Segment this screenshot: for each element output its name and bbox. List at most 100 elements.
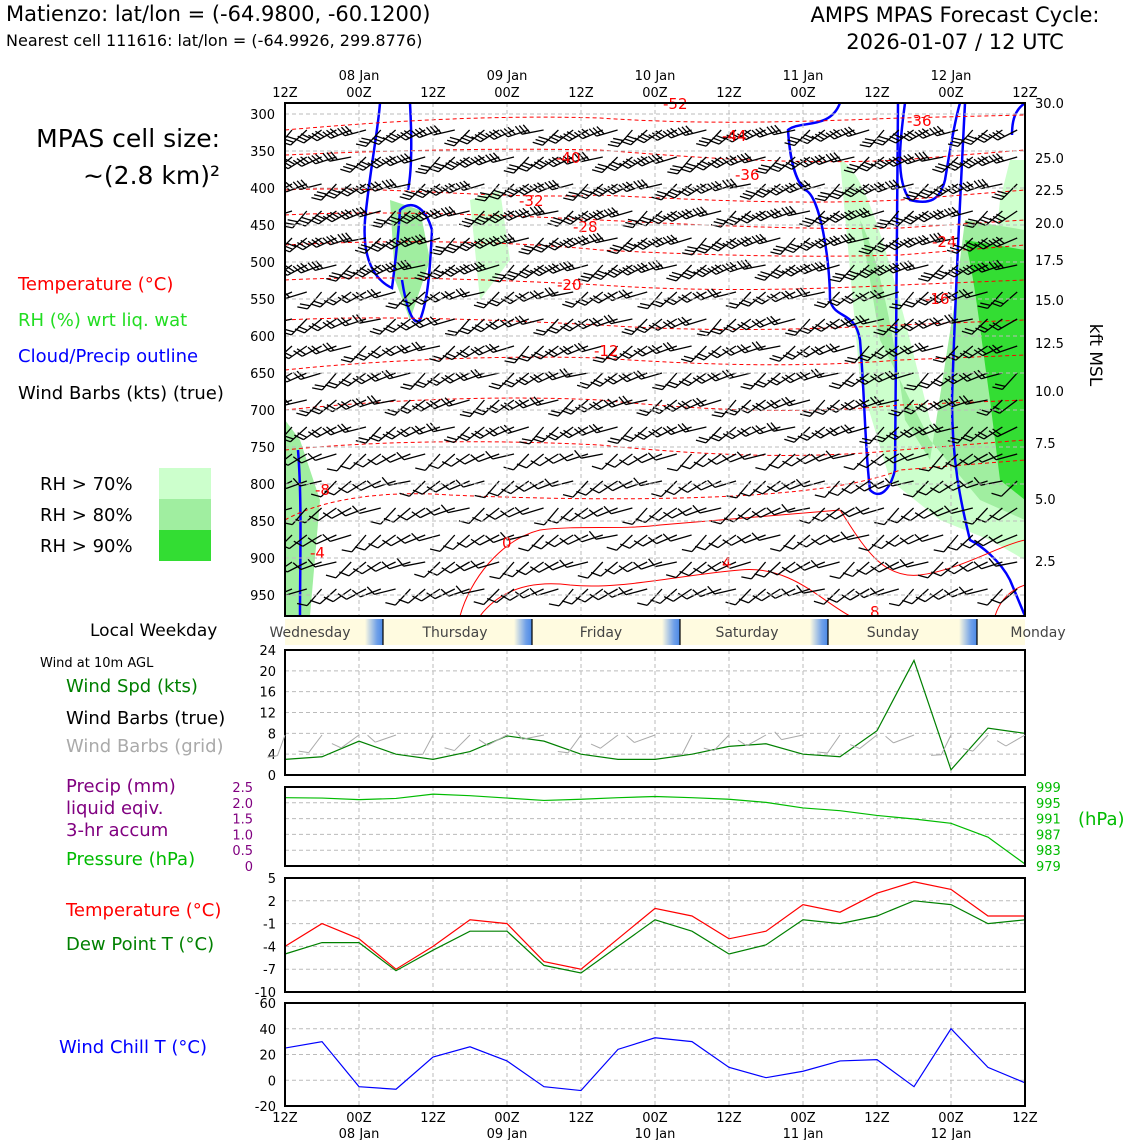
barb-flag: [892, 262, 901, 271]
barb-flag: [870, 459, 881, 466]
barb-flag: [755, 128, 764, 137]
wind-barb: [603, 314, 633, 325]
wind-barb: [370, 673, 398, 690]
barb-flag: [315, 153, 324, 162]
wind-barb: [841, 183, 870, 198]
barb-flag: [907, 153, 916, 162]
barb-flag: [426, 295, 436, 303]
wind-barb: [309, 399, 337, 415]
barb-flag: [559, 431, 570, 439]
wind-barb: [544, 156, 574, 168]
barb-flag: [639, 302, 651, 307]
barb-flag: [623, 138, 635, 143]
barb-flag: [499, 129, 509, 138]
barb-flag: [618, 268, 628, 276]
barb-flag: [311, 429, 321, 436]
barb-flag: [662, 342, 671, 352]
wind-barb: [768, 156, 796, 173]
barb-flag: [594, 166, 606, 171]
barb-flag: [915, 406, 925, 413]
barb-flag: [550, 410, 562, 414]
barb-flag: [485, 344, 494, 353]
barb-flag: [414, 319, 424, 327]
wind-barb: [826, 399, 855, 413]
wind-barb: [680, 156, 707, 173]
barb-flag: [855, 378, 866, 385]
wind-barb: [916, 183, 944, 199]
barb-flag: [949, 246, 961, 252]
barb-shaft: [626, 480, 648, 489]
wind-barb: [574, 449, 603, 459]
wind-barb: [351, 206, 381, 218]
barb-flag: [662, 533, 671, 542]
wind-barb: [825, 534, 855, 543]
barb-flag: [592, 317, 602, 326]
barb-flag: [840, 531, 849, 541]
barb-flag: [770, 399, 779, 408]
barb-flag: [311, 132, 322, 140]
barb-flag: [515, 730, 523, 740]
wind-barb: [576, 183, 604, 200]
barb-flag: [814, 155, 824, 164]
wind-barb: [514, 291, 544, 302]
barb-flag: [889, 432, 900, 438]
barb-flag: [475, 217, 486, 223]
barb-shaft: [852, 561, 870, 577]
barb-flag: [506, 357, 518, 361]
wind-barb: [721, 261, 752, 273]
barb-flag: [914, 427, 924, 436]
barb-flag: [737, 739, 748, 747]
barb-flag: [892, 133, 903, 139]
barb-flag: [847, 209, 857, 218]
barb-flag: [397, 218, 408, 224]
barb-flag: [329, 128, 339, 136]
barb-flag: [354, 546, 365, 551]
barb-flag: [903, 261, 912, 270]
rh90-region: [965, 240, 1025, 500]
barb-flag: [829, 320, 839, 328]
barb-flag: [298, 219, 309, 224]
barb-shaft: [941, 453, 959, 470]
barb-flag: [722, 348, 732, 356]
barb-flag: [441, 376, 451, 384]
barb-flag: [662, 427, 672, 436]
barb-flag: [997, 190, 1008, 195]
barb-flag: [573, 343, 583, 353]
pressure-tick-995: 995: [1036, 797, 1061, 812]
barb-flag: [849, 744, 860, 750]
barb-flag: [292, 265, 302, 274]
barb-shaft: [289, 534, 308, 550]
barb-shaft: [316, 534, 337, 545]
panel-ytick: 20: [259, 1049, 276, 1064]
barb-flag: [680, 168, 691, 173]
barb-flag: [696, 397, 705, 406]
barb-flag: [311, 493, 322, 498]
barb-flag: [949, 353, 960, 359]
wind-barb: [960, 681, 988, 696]
wind-barb: [381, 561, 411, 570]
barb-shaft: [691, 534, 707, 553]
barb-shaft: [832, 453, 855, 460]
wind-barb: [767, 372, 796, 386]
barb-flag: [507, 210, 517, 218]
barb-flag: [336, 679, 342, 688]
barb-flag: [337, 424, 346, 433]
barb-flag: [400, 131, 410, 139]
barb-flag: [858, 250, 869, 255]
barb-flag: [552, 133, 563, 140]
barb-flag: [620, 246, 631, 253]
barb-flag: [396, 133, 406, 141]
barb-flag: [988, 451, 997, 461]
wind-barb: [298, 734, 323, 754]
barb-flag: [604, 568, 615, 575]
barb-shaft: [304, 507, 323, 524]
wind-barb: [810, 154, 840, 166]
barb-flag: [726, 430, 736, 438]
wind-barb: [900, 507, 929, 522]
wind-barb: [472, 210, 500, 226]
barb-shaft: [906, 561, 929, 568]
wind-barb: [588, 232, 618, 244]
top-date-label: 09 Jan: [487, 69, 528, 84]
barb-flag: [370, 160, 381, 167]
barb-flag: [700, 206, 709, 215]
